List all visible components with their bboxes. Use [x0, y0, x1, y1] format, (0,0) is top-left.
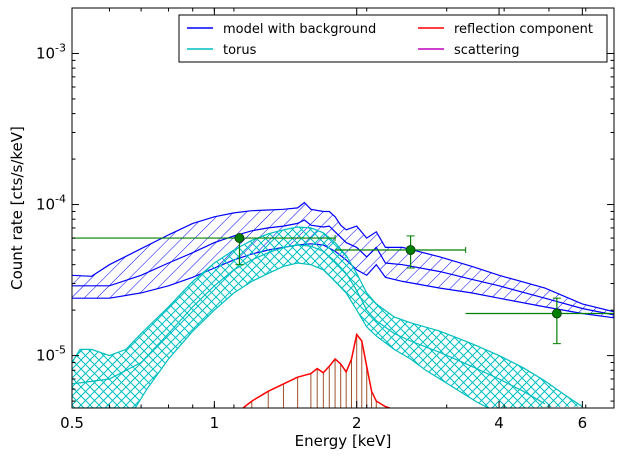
- data-point-3: [465, 297, 614, 345]
- series-torus-band: [72, 227, 583, 408]
- series-model-with-background-upper-line: [72, 201, 614, 313]
- x-tick-label: 4: [494, 414, 504, 432]
- series-reflection-component-line: [242, 332, 391, 408]
- legend: model with background reflection componen…: [178, 14, 608, 63]
- y-tick-label: 10-3: [36, 41, 66, 62]
- series-torus-upper-line: [72, 226, 583, 408]
- legend-label: scattering: [454, 43, 520, 58]
- legend-label: torus: [223, 43, 257, 58]
- data-point-1: [72, 233, 336, 266]
- data-point-marker: [234, 233, 245, 243]
- legend-box: [178, 14, 608, 63]
- y-tick-label: 10-5: [36, 344, 66, 365]
- y-axis-title: Count rate [cts/s/keV]: [8, 126, 26, 290]
- series-model-with-background-median-line: [72, 219, 614, 316]
- x-tick-label: 2: [352, 414, 362, 432]
- series-torus-lower-line: [72, 262, 489, 408]
- series-torus-median-line: [72, 244, 546, 405]
- legend-label: model with background: [223, 22, 376, 37]
- x-tick-label: 0.5: [60, 414, 84, 432]
- data-point-2: [335, 235, 467, 269]
- plot-frame: [71, 7, 615, 409]
- series-model-with-background-band: [72, 202, 614, 318]
- y-tick-label: 10-4: [36, 193, 66, 214]
- legend-label: reflection component: [454, 22, 593, 37]
- data-point-marker: [551, 308, 562, 319]
- data-point-marker: [405, 245, 416, 255]
- x-tick-label: 6: [578, 414, 588, 432]
- x-tick-label: 1: [210, 414, 220, 432]
- x-axis-title: Energy [keV]: [295, 432, 392, 450]
